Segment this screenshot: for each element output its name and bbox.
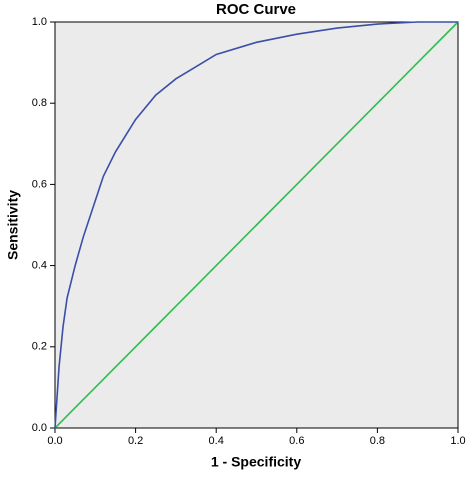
y-tick-label: 0.8 <box>32 97 47 109</box>
y-tick-label: 0.4 <box>32 260 47 272</box>
series-line <box>54 21 458 429</box>
x-tick-label: 0.8 <box>370 435 385 447</box>
chart-title: ROC Curve <box>216 1 296 18</box>
y-tick-label: 0.6 <box>32 178 47 190</box>
x-tick-label: 0.0 <box>47 435 62 447</box>
x-tick-label: 1.0 <box>450 435 465 447</box>
y-axis-title: Sensitivity <box>5 190 21 260</box>
y-tick-label: 0.0 <box>32 422 47 434</box>
x-axis-title: 1 - Specificity <box>211 454 301 470</box>
x-tick-label: 0.6 <box>289 435 304 447</box>
x-tick-label: 0.2 <box>128 435 143 447</box>
y-tick-label: 0.2 <box>32 341 47 353</box>
x-tick-label: 0.4 <box>209 435 224 447</box>
series-line <box>54 21 459 429</box>
y-tick-label: 1.0 <box>32 16 47 28</box>
